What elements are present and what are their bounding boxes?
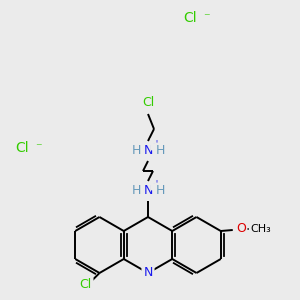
Text: N: N	[143, 266, 153, 280]
Text: CH₃: CH₃	[250, 224, 271, 234]
Text: H: H	[155, 184, 165, 197]
Text: N: N	[143, 184, 153, 197]
Text: O: O	[236, 223, 246, 236]
Text: Cl: Cl	[80, 278, 92, 292]
Text: N: N	[143, 145, 153, 158]
Text: +: +	[152, 139, 160, 149]
Text: ⁻: ⁻	[35, 142, 42, 154]
Text: Cl: Cl	[142, 95, 154, 109]
Text: Cl: Cl	[183, 11, 197, 25]
Text: +: +	[152, 179, 160, 189]
Text: H: H	[131, 184, 141, 197]
Text: ⁻: ⁻	[203, 11, 210, 25]
Text: H: H	[155, 145, 165, 158]
Text: H: H	[131, 145, 141, 158]
Text: Cl: Cl	[15, 141, 29, 155]
